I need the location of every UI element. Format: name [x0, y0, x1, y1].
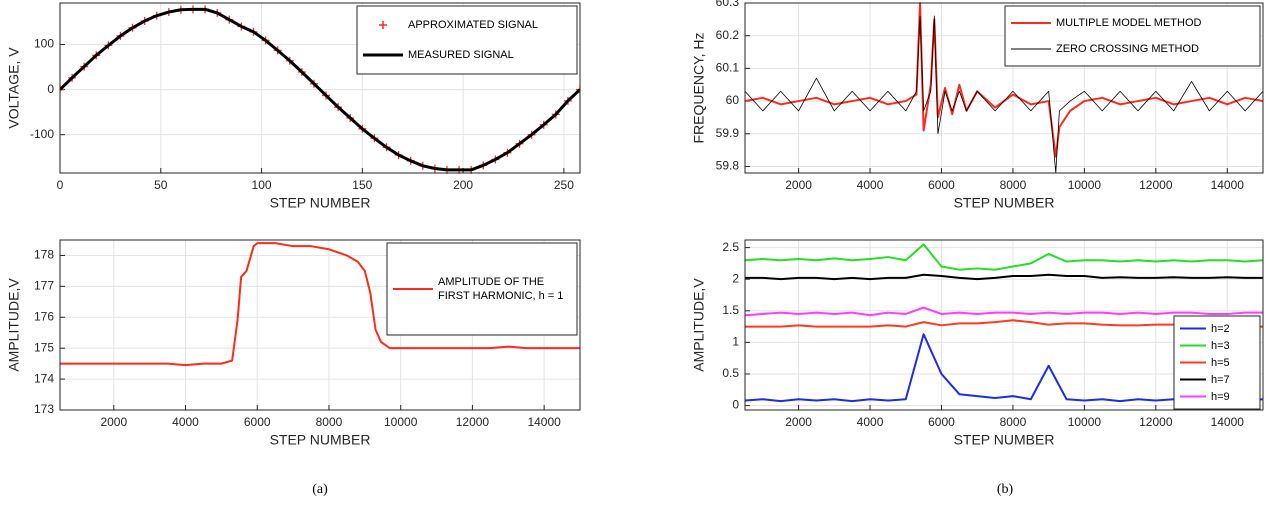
- caption: (b): [997, 482, 1014, 497]
- x-tick-label: 14000: [527, 415, 561, 429]
- x-tick-label: 250: [554, 178, 574, 192]
- legend-entry: APPROXIMATED SIGNAL: [408, 19, 538, 31]
- x-tick-label: 2000: [100, 415, 127, 429]
- y-tick-label: 60.2: [716, 28, 740, 42]
- axes-box: [59, 239, 581, 411]
- plot-area: [60, 5, 580, 174]
- y-tick-label: 178: [34, 248, 54, 262]
- x-tick-label: 6000: [244, 415, 271, 429]
- x-tick-label: 6000: [928, 415, 955, 429]
- y-tick-label: 1: [732, 335, 739, 349]
- y-tick-label: 60.1: [716, 61, 740, 75]
- axes-box: [744, 239, 1264, 411]
- legend-label: h=2: [1211, 322, 1230, 335]
- legend-entry: ZERO CROSSING METHOD: [1056, 43, 1200, 55]
- legend-symbol: [379, 21, 387, 29]
- legend-entry: h=2: [1211, 322, 1230, 335]
- x-tick-label: 14000: [1211, 178, 1245, 192]
- x-tick-label: 6000: [928, 178, 955, 192]
- y-tick-label: 100: [34, 37, 54, 51]
- plot-area: [60, 242, 580, 367]
- legend-label: AMPLITUDE OF THE FIRST HARMONIC, h = 1: [438, 276, 564, 302]
- x-tick-label: 12000: [1139, 415, 1173, 429]
- y-tick-label: 59.8: [716, 159, 740, 173]
- y-tick-label: 176: [34, 309, 54, 323]
- series-line: [745, 243, 1263, 271]
- legend-label: h=7: [1211, 373, 1230, 386]
- y-tick-label: 60.3: [716, 0, 740, 9]
- marker: [60, 85, 64, 94]
- x-tick-label: 100: [252, 178, 272, 192]
- legend-entry: MEASURED SIGNAL: [408, 49, 514, 61]
- x-tick-label: 200: [453, 178, 473, 192]
- legend-entry: AMPLITUDE OF THE FIRST HARMONIC, h = 1: [438, 276, 564, 302]
- legend-entry: h=7: [1211, 373, 1230, 386]
- x-axis-label: STEP NUMBER: [270, 432, 371, 448]
- y-tick-label: 0: [47, 82, 54, 96]
- x-tick-label: 2000: [785, 415, 812, 429]
- y-tick-label: 59.9: [716, 126, 740, 140]
- y-tick-label: 60: [726, 93, 740, 107]
- legend-entry: MULTIPLE MODEL METHOD: [1056, 17, 1202, 29]
- x-tick-label: 50: [154, 178, 168, 192]
- legend-entry: h=5: [1211, 356, 1230, 369]
- series-line: [60, 242, 580, 367]
- legend-label: MEASURED SIGNAL: [408, 49, 514, 61]
- legend-label: APPROXIMATED SIGNAL: [408, 19, 538, 31]
- x-axis-label: STEP NUMBER: [270, 195, 371, 211]
- series-line: [60, 7, 580, 172]
- x-tick-label: 10000: [1068, 415, 1102, 429]
- x-tick-label: 10000: [1068, 178, 1102, 192]
- y-tick-label: 2.5: [722, 240, 739, 254]
- series-line: [745, 306, 1263, 317]
- legend-label: h=9: [1211, 390, 1230, 403]
- y-tick-label: 1.5: [722, 303, 739, 317]
- x-tick-label: 8000: [316, 415, 343, 429]
- legend-label: h=5: [1211, 356, 1230, 369]
- x-tick-label: 4000: [172, 415, 199, 429]
- x-tick-label: 0: [57, 178, 64, 192]
- series-line: [745, 273, 1263, 281]
- x-tick-label: 14000: [1211, 415, 1245, 429]
- x-tick-label: 10000: [384, 415, 418, 429]
- x-axis-label: STEP NUMBER: [954, 432, 1055, 448]
- y-tick-label: 0.5: [722, 366, 739, 380]
- legend-entry: h=3: [1211, 339, 1230, 352]
- y-axis-label: AMPLITUDE,V: [6, 278, 22, 372]
- x-tick-label: 4000: [857, 178, 884, 192]
- y-tick-label: 175: [34, 340, 54, 354]
- x-tick-label: 12000: [1139, 178, 1173, 192]
- legend-label: h=3: [1211, 339, 1230, 352]
- x-tick-label: 150: [352, 178, 372, 192]
- y-tick-label: 2: [732, 271, 739, 285]
- legend-box: [1004, 5, 1261, 67]
- x-tick-label: 8000: [1000, 415, 1027, 429]
- x-axis-label: STEP NUMBER: [954, 195, 1055, 211]
- y-tick-label: -100: [30, 127, 54, 141]
- legend-label: MULTIPLE MODEL METHOD: [1056, 17, 1202, 29]
- y-tick-label: 0: [732, 398, 739, 412]
- series-line: [745, 15, 1263, 174]
- axes-box: [744, 2, 1264, 174]
- y-axis-label: VOLTAGE, V: [6, 47, 22, 129]
- x-tick-label: 8000: [1000, 178, 1027, 192]
- legend-entry: h=9: [1211, 390, 1230, 403]
- axes-box: [59, 2, 581, 174]
- x-tick-label: 4000: [857, 415, 884, 429]
- y-axis-label: AMPLITUDE,V: [691, 278, 707, 372]
- y-tick-label: 174: [34, 371, 54, 385]
- caption: (a): [312, 482, 328, 497]
- y-axis-label: FREQUENCY, Hz: [691, 33, 707, 144]
- marker: [576, 85, 580, 94]
- x-tick-label: 12000: [456, 415, 490, 429]
- x-tick-label: 2000: [785, 178, 812, 192]
- y-tick-label: 177: [34, 279, 54, 293]
- legend-label: ZERO CROSSING METHOD: [1056, 43, 1200, 55]
- y-tick-label: 173: [34, 402, 54, 416]
- legend-box: [356, 5, 578, 75]
- plot-area: [745, 2, 1263, 174]
